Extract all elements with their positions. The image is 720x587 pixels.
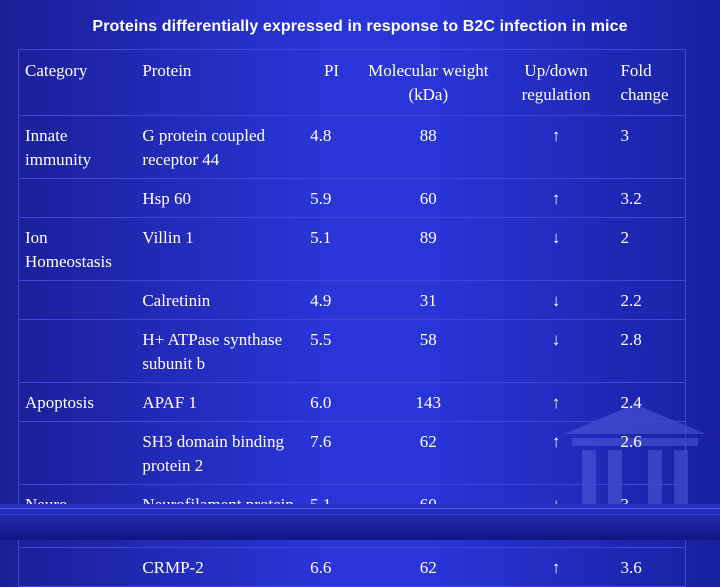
- pi-cell: 5.9: [304, 178, 359, 218]
- table-row: Ion Homeostasis Villin 1 5.1 89 ↓ 2: [18, 217, 686, 281]
- mw-cell: 62: [358, 421, 498, 485]
- protein-cell: APAF 1: [136, 382, 305, 422]
- table-row: CRMP-2 6.6 62 ↑ 3.6: [18, 547, 686, 587]
- table-row: SH3 domain binding protein 2 7.6 62 ↑ 2.…: [18, 421, 686, 485]
- table-row: Hsp 60 5.9 60 ↑ 3.2: [18, 178, 686, 218]
- regulation-arrow-icon: ↑: [497, 547, 615, 587]
- regulation-arrow-icon: ↓: [497, 280, 615, 320]
- header-regulation: Up/down regulation: [521, 61, 591, 104]
- header-pi: PI: [323, 61, 340, 80]
- footer-bar: [0, 504, 720, 540]
- mw-cell: 58: [358, 319, 498, 383]
- mw-cell: 62: [358, 547, 498, 587]
- table-row: Apoptosis APAF 1 6.0 143 ↑ 2.4: [18, 382, 686, 422]
- mw-cell: 89: [358, 217, 498, 281]
- footer-stripe: [0, 514, 720, 515]
- protein-cell: SH3 domain binding protein 2: [136, 421, 305, 485]
- protein-cell: Calretinin: [136, 280, 305, 320]
- fold-change-cell: 3.6: [614, 547, 686, 587]
- fold-change-cell: 3: [614, 115, 686, 179]
- header-mw: Molecular weight (kDa): [368, 61, 489, 104]
- header-category: Category: [25, 61, 88, 80]
- table-row: Calretinin 4.9 31 ↓ 2.2: [18, 280, 686, 320]
- regulation-arrow-icon: ↑: [497, 382, 615, 422]
- protein-cell: G protein coupled receptor 44: [136, 115, 305, 179]
- mw-cell: 143: [358, 382, 498, 422]
- category-cell: [18, 178, 137, 218]
- protein-cell: H+ ATPase synthase subunit b: [136, 319, 305, 383]
- fold-change-cell: 2: [614, 217, 686, 281]
- fold-change-cell: 2.6: [614, 421, 686, 485]
- regulation-arrow-icon: ↑: [497, 421, 615, 485]
- footer-stripe: [0, 508, 720, 509]
- protein-cell: Hsp 60: [136, 178, 305, 218]
- slide-title: Proteins differentially expressed in res…: [92, 18, 628, 35]
- pi-cell: 4.9: [304, 280, 359, 320]
- pi-cell: 5.5: [304, 319, 359, 383]
- fold-change-cell: 2.8: [614, 319, 686, 383]
- pi-cell: 4.8: [304, 115, 359, 179]
- regulation-arrow-icon: ↓: [497, 217, 615, 281]
- category-cell: [18, 319, 137, 383]
- fold-change-cell: 2.2: [614, 280, 686, 320]
- pi-cell: 5.1: [304, 217, 359, 281]
- category-cell: Ion Homeostasis: [18, 217, 137, 281]
- mw-cell: 60: [358, 178, 498, 218]
- mw-cell: 31: [358, 280, 498, 320]
- category-cell: [18, 421, 137, 485]
- regulation-arrow-icon: ↓: [497, 319, 615, 383]
- category-cell: [18, 280, 137, 320]
- protein-cell: CRMP-2: [136, 547, 305, 587]
- fold-change-cell: 2.4: [614, 382, 686, 422]
- mw-cell: 88: [358, 115, 498, 179]
- protein-cell: Villin 1: [136, 217, 305, 281]
- header-row: Category Protein PI Molecular weight (kD…: [19, 50, 686, 116]
- regulation-arrow-icon: ↑: [497, 115, 615, 179]
- pi-cell: 6.6: [304, 547, 359, 587]
- header-protein: Protein: [142, 61, 192, 80]
- category-cell: Apoptosis: [18, 382, 137, 422]
- pi-cell: 6.0: [304, 382, 359, 422]
- header-fold-change: Fold change: [620, 61, 669, 104]
- table-row: Innate immunity G protein coupled recept…: [18, 115, 686, 179]
- fold-change-cell: 3.2: [614, 178, 686, 218]
- pi-cell: 7.6: [304, 421, 359, 485]
- table-row: H+ ATPase synthase subunit b 5.5 58 ↓ 2.…: [18, 319, 686, 383]
- category-cell: Innate immunity: [18, 115, 137, 179]
- regulation-arrow-icon: ↑: [497, 178, 615, 218]
- category-cell: [18, 547, 137, 587]
